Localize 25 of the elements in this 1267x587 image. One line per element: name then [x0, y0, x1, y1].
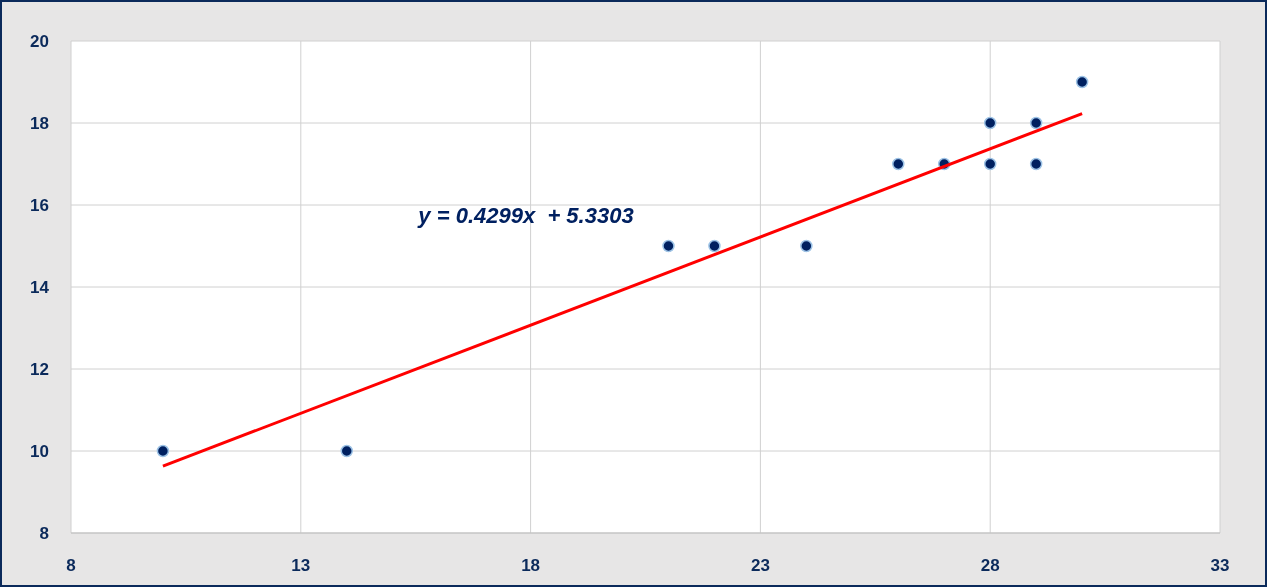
x-tick-label: 13 — [291, 556, 311, 575]
y-tick-label: 20 — [30, 32, 49, 51]
x-tick-label: 18 — [521, 556, 541, 575]
point — [983, 116, 997, 130]
y-tick-label: 14 — [30, 278, 50, 297]
point — [1029, 116, 1043, 130]
point — [983, 157, 997, 171]
point — [708, 239, 721, 253]
point — [892, 157, 905, 171]
x-tick-label: 23 — [750, 556, 770, 575]
annotation: y = 0.4299x + 5.3303 — [417, 203, 634, 229]
x-tick-label: 28 — [980, 556, 1000, 575]
point — [662, 239, 675, 253]
x-tick-label: 8 — [66, 556, 76, 575]
point — [340, 444, 354, 458]
point — [800, 239, 813, 253]
y-tick-label: 18 — [30, 114, 49, 133]
y-tick-label: 16 — [30, 196, 49, 215]
y-tick-label: 12 — [30, 360, 49, 379]
y-tick-label: 8 — [39, 524, 49, 543]
point — [1029, 157, 1043, 171]
x-tick-label: 33 — [1210, 556, 1230, 575]
point — [1075, 75, 1089, 89]
point — [156, 444, 170, 458]
y-tick-label: 10 — [30, 442, 49, 461]
